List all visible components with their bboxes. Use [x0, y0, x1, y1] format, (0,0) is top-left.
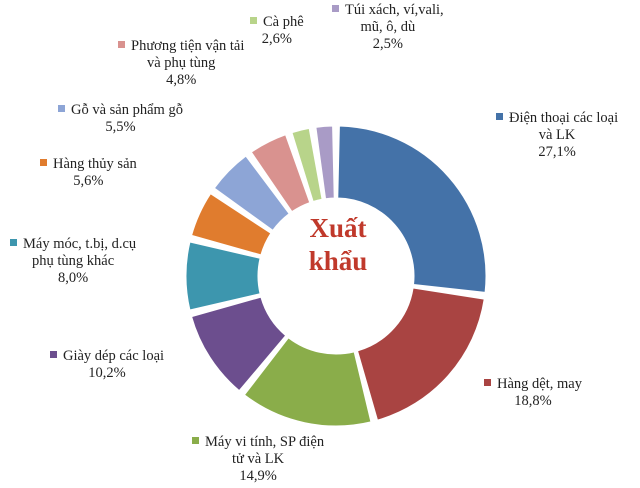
slice-percent: 2,5% — [372, 36, 403, 52]
slice-percent: 18,8% — [514, 393, 552, 409]
slice-label-text: Giày dép các loại — [50, 348, 164, 365]
legend-swatch — [496, 113, 503, 120]
slice-label: Điện thoại các loại và LK 27,1% — [496, 110, 618, 161]
pie-slice — [243, 337, 372, 427]
slice-percent: 14,9% — [239, 468, 277, 484]
slice-label: Giày dép các loại 10,2% — [50, 348, 164, 382]
pie-slice — [190, 193, 272, 256]
pie-slice — [315, 125, 335, 200]
pie-slice — [190, 296, 287, 392]
pie-slice — [337, 125, 487, 293]
pie-slice — [356, 287, 485, 421]
slice-label-text: tử và LK — [231, 451, 285, 467]
slice-percent: 4,8% — [166, 72, 197, 88]
legend-swatch — [192, 437, 199, 444]
center-label: Xuất khẩu — [308, 213, 368, 276]
legend-swatch — [40, 159, 47, 166]
slice-label: Phương tiện vận tải và phụ tùng 4,8% — [118, 38, 244, 89]
slice-label-text: Gỗ và sản phẩm gỗ — [58, 102, 183, 119]
slice-label: Hàng dệt, may 18,8% — [484, 376, 582, 410]
slice-percent: 5,6% — [73, 173, 104, 189]
slice-label-text: Phương tiện vận tải — [118, 38, 244, 55]
slice-percent: 10,2% — [88, 365, 126, 381]
slice-label-text: mũ, ô, dù — [360, 19, 416, 35]
slice-percent: 27,1% — [538, 144, 576, 160]
slice-label: Máy móc, t.bị, d.cụ phụ tùng khác 8,0% — [10, 236, 136, 287]
slice-label-text: Túi xách, ví,vali, — [332, 2, 444, 19]
slice-label: Gỗ và sản phẩm gỗ 5,5% — [58, 102, 183, 136]
slice-percent: 8,0% — [57, 270, 89, 286]
slice-label-text: Máy vi tính, SP điện — [192, 434, 324, 451]
legend-swatch — [50, 351, 57, 358]
pie-slice — [291, 127, 323, 203]
slice-label-text: phụ tùng khác — [32, 253, 115, 269]
slice-label-text: Hàng dệt, may — [484, 376, 582, 393]
slice-label: Cà phê 2,6% — [250, 14, 304, 48]
slice-label: Túi xách, ví,vali, mũ, ô, dù 2,5% — [332, 2, 444, 53]
legend-swatch — [332, 5, 339, 12]
pie-slice — [213, 155, 290, 232]
slice-percent: 5,5% — [105, 119, 136, 135]
legend-swatch — [250, 17, 257, 24]
slice-label: Hàng thủy sản 5,6% — [40, 156, 137, 190]
slice-label-text: và LK — [538, 127, 576, 143]
slice-percent: 2,6% — [261, 31, 292, 47]
pie-slice — [185, 241, 261, 311]
slice-label-text: và phụ tùng — [146, 55, 216, 71]
legend-swatch — [58, 105, 65, 112]
pie-slice — [250, 134, 311, 213]
legend-swatch — [484, 379, 491, 386]
slice-label-text: Cà phê — [250, 14, 304, 31]
slice-label: Máy vi tính, SP điện tử và LK 14,9% — [192, 434, 324, 485]
slice-label-text: Điện thoại các loại — [496, 110, 618, 127]
legend-swatch — [118, 41, 125, 48]
slice-label-text: Máy móc, t.bị, d.cụ — [10, 236, 136, 253]
slice-label-text: Hàng thủy sản — [40, 156, 137, 173]
legend-swatch — [10, 239, 17, 246]
